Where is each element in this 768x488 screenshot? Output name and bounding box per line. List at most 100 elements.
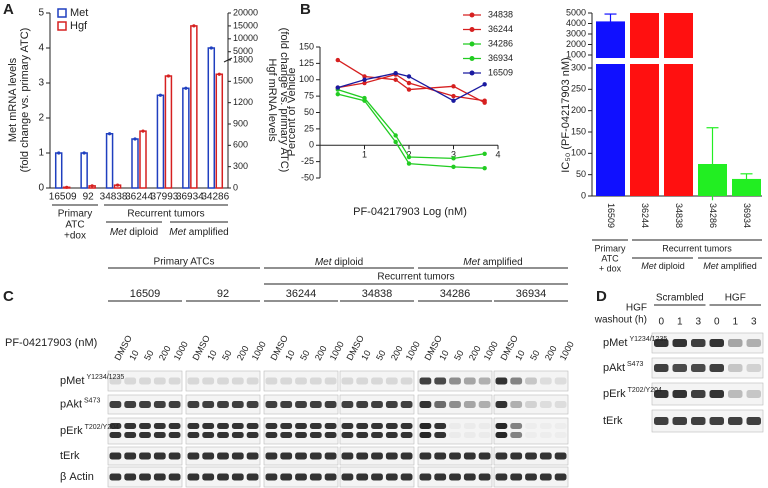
blot-frame: [339, 370, 415, 392]
blot-band: [746, 364, 761, 372]
series-point: [482, 98, 487, 103]
x-tick-label: 36934: [176, 192, 204, 203]
blot-band: [139, 432, 151, 438]
x-tick-label: 34838: [674, 203, 684, 228]
blot-frame: [263, 417, 339, 445]
blot-band: [324, 423, 337, 429]
group-label: ATC: [601, 253, 619, 263]
x-tick-label: 16509: [49, 192, 77, 203]
dose-label: 50: [452, 349, 466, 363]
x-tick-label: 34286: [708, 203, 718, 228]
time-label: 1: [677, 317, 683, 328]
blot-band: [449, 452, 461, 460]
blot-band: [153, 423, 166, 429]
blot-band: [231, 473, 244, 481]
blot-band: [168, 432, 181, 438]
blot-band: [280, 473, 293, 481]
blot-frame: [107, 370, 183, 392]
blot-frame: [651, 382, 764, 406]
dose-label: 50: [528, 349, 542, 363]
blot-band: [672, 364, 687, 372]
group-label: + dox: [599, 263, 622, 273]
blot-band: [295, 452, 307, 460]
treatment-label: PF-04217903 (nM): [5, 337, 97, 349]
y2-tick-label: 900: [233, 118, 248, 128]
blot-band: [187, 432, 200, 438]
time-label: 1: [732, 317, 738, 328]
blot-band: [153, 452, 166, 460]
blot-band: [510, 377, 523, 385]
row-label-name: pAkt: [60, 398, 82, 410]
row-label-name: tErk: [60, 450, 80, 462]
blot-band: [187, 401, 200, 408]
legend-marker: [469, 70, 475, 76]
blot-frame: [107, 417, 183, 445]
row-label-site: Y1234/1235: [86, 374, 124, 381]
blot-band: [153, 473, 166, 481]
dose-label: 200: [157, 344, 173, 362]
blot-band: [356, 401, 369, 408]
blot-band: [202, 401, 215, 408]
blot-band: [434, 432, 447, 438]
y-tick-label: 3: [38, 78, 44, 89]
row-label: tErk: [603, 415, 623, 427]
blot-band: [168, 423, 181, 429]
blot-band: [434, 401, 447, 408]
group-label: Met diploid: [315, 257, 363, 268]
blot-band: [168, 377, 181, 385]
y-tick-label: 25: [304, 123, 314, 133]
blot-band: [449, 473, 461, 481]
y2-tick-label: 5000: [233, 46, 253, 56]
bar: [131, 138, 139, 189]
blot-band: [746, 390, 761, 398]
group-label: Primary: [595, 243, 626, 253]
blot-frame: [185, 370, 261, 392]
x-tick-label: 4: [495, 150, 500, 160]
blot-band: [280, 452, 293, 460]
blot-band: [217, 473, 229, 481]
row-label-name: pMet: [603, 337, 627, 349]
x-tick-label: 36244: [125, 192, 153, 203]
series-point: [451, 84, 456, 89]
blot-band: [525, 432, 537, 438]
series-line: [337, 72, 485, 102]
blot-band: [265, 473, 278, 481]
blot-band: [356, 377, 369, 385]
blot-band: [187, 473, 200, 481]
blot-band: [495, 473, 508, 481]
blot-band: [265, 401, 278, 408]
blot-band: [554, 473, 567, 481]
series-line: [337, 88, 485, 160]
blot-frame: [493, 394, 569, 415]
dose-label: 200: [467, 344, 483, 362]
series-point: [451, 164, 456, 170]
blot-frame: [417, 417, 493, 445]
y-tick-label: 150: [299, 41, 314, 51]
blot-band: [109, 452, 122, 460]
bar: [732, 178, 761, 196]
blot-band: [168, 452, 181, 460]
y-tick-label: 0: [309, 140, 314, 150]
blot-band: [124, 401, 137, 408]
series-point: [362, 77, 367, 82]
blot-band: [478, 452, 491, 460]
y-axis-label: (fold change vs. primary ATC): [19, 28, 31, 173]
blot-band: [356, 423, 369, 429]
blot-band: [539, 452, 552, 460]
bar-dot: [57, 151, 61, 155]
blot-band: [324, 452, 337, 460]
blot-band: [139, 473, 151, 481]
y-tick-label: 2: [38, 113, 44, 124]
blot-band: [525, 423, 537, 429]
blot-band: [525, 473, 537, 481]
row-label-site: S473: [627, 361, 643, 368]
blot-band: [728, 417, 743, 425]
blot-band: [385, 473, 398, 481]
blot-band: [341, 377, 354, 385]
blot-band: [202, 473, 215, 481]
legend-label: 16509: [488, 67, 513, 77]
blot-band: [510, 432, 523, 438]
panel-label: D: [596, 288, 607, 305]
dose-label: 50: [374, 349, 388, 363]
blot-band: [691, 339, 706, 347]
